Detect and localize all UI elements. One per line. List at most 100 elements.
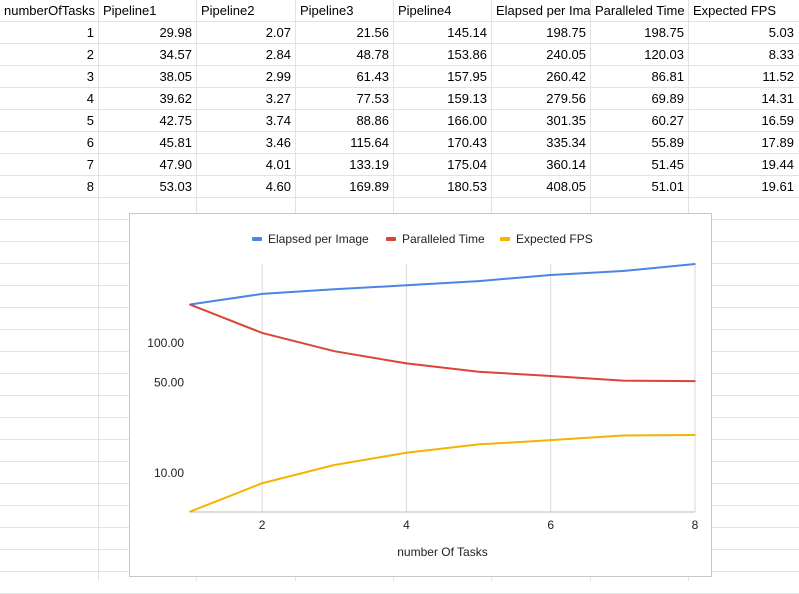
column-header[interactable]: Pipeline1 (103, 3, 157, 18)
legend-label: Paralleled Time (402, 232, 485, 246)
table-cell[interactable]: 260.42 (546, 69, 586, 84)
table-cell[interactable]: 51.01 (651, 179, 684, 194)
table-cell[interactable]: 1 (86, 25, 94, 40)
table-cell[interactable]: 77.53 (356, 91, 389, 106)
table-cell[interactable]: 21.56 (356, 25, 389, 40)
data-point (405, 451, 408, 454)
data-point (477, 280, 480, 282)
table-cell[interactable]: 4 (86, 91, 94, 106)
legend-label: Elapsed per Image (268, 232, 369, 246)
column-header[interactable]: Expected FPS (693, 3, 777, 18)
y-tick-label: 100.00 (147, 336, 184, 350)
table-cell[interactable]: 19.44 (761, 157, 794, 172)
table-cell[interactable]: 19.61 (761, 179, 794, 194)
table-cell[interactable]: 86.81 (651, 69, 684, 84)
table-cell[interactable]: 7 (86, 157, 94, 172)
table-cell[interactable]: 88.86 (356, 113, 389, 128)
table-cell[interactable]: 175.04 (447, 157, 487, 172)
table-cell[interactable]: 47.90 (159, 157, 192, 172)
table-cell[interactable]: 170.43 (447, 135, 487, 150)
grid-row-line (0, 65, 799, 66)
line-chart[interactable]: 10.00 50.00 100.00 2 4 6 8 number Of Tasks Elaps… (129, 213, 712, 577)
grid-row-line (0, 43, 799, 44)
table-cell[interactable]: 279.56 (546, 91, 586, 106)
table-cell[interactable]: 3.74 (265, 113, 291, 128)
table-cell[interactable]: 198.75 (644, 25, 684, 40)
table-cell[interactable]: 3.46 (265, 135, 291, 150)
table-cell[interactable]: 180.53 (447, 179, 487, 194)
table-cell[interactable]: 8 (86, 179, 94, 194)
table-cell[interactable]: 17.89 (761, 135, 794, 150)
table-cell[interactable]: 198.75 (546, 25, 586, 40)
data-point (622, 270, 624, 272)
data-point (622, 379, 624, 382)
data-point (622, 434, 624, 437)
table-cell[interactable]: 55.89 (651, 135, 684, 150)
table-cell[interactable]: 5 (86, 113, 94, 128)
table-cell[interactable]: 48.78 (356, 47, 389, 62)
table-cell[interactable]: 301.35 (546, 113, 586, 128)
table-cell[interactable]: 6 (86, 135, 94, 150)
table-cell[interactable]: 42.75 (159, 113, 192, 128)
table-cell[interactable]: 39.62 (159, 91, 192, 106)
table-cell[interactable]: 240.05 (546, 47, 586, 62)
data-point (333, 288, 336, 291)
table-cell[interactable]: 61.43 (356, 69, 389, 84)
data-point (477, 370, 480, 373)
table-cell[interactable]: 2.84 (265, 47, 291, 62)
table-cell[interactable]: 169.89 (349, 179, 389, 194)
table-cell[interactable]: 2 (86, 47, 94, 62)
table-cell[interactable]: 5.03 (768, 25, 794, 40)
data-point (694, 380, 696, 382)
column-header[interactable]: Pipeline2 (201, 3, 255, 18)
table-cell[interactable]: 133.19 (349, 157, 389, 172)
table-cell[interactable]: 2.99 (265, 69, 291, 84)
chart-canvas: 10.00 50.00 100.00 2 4 6 8 number Of Tasks Elaps… (147, 232, 698, 559)
table-cell[interactable]: 166.00 (447, 113, 487, 128)
legend-swatch (500, 237, 510, 241)
table-cell[interactable]: 335.34 (546, 135, 586, 150)
column-header[interactable]: Elapsed per Ima (496, 3, 591, 18)
y-tick-label: 10.00 (154, 466, 184, 480)
table-cell[interactable]: 145.14 (447, 25, 487, 40)
table-cell[interactable]: 16.59 (761, 113, 794, 128)
data-point (477, 443, 480, 446)
table-cell[interactable]: 2.07 (265, 25, 291, 40)
table-cell[interactable]: 157.95 (447, 69, 487, 84)
grid-row-line (0, 21, 799, 22)
column-header[interactable]: Pipeline4 (398, 3, 452, 18)
column-header[interactable]: numberOfTasks (4, 3, 96, 18)
table-cell[interactable]: 45.81 (159, 135, 192, 150)
table-cell[interactable]: 4.60 (265, 179, 291, 194)
data-point (405, 362, 408, 365)
table-cell[interactable]: 14.31 (761, 91, 794, 106)
table-cell[interactable]: 120.03 (644, 47, 684, 62)
legend-swatch (386, 237, 396, 241)
table-cell[interactable]: 360.14 (546, 157, 586, 172)
column-header[interactable]: Paralleled Time (595, 3, 685, 18)
data-point (189, 510, 191, 513)
x-tick-label: 2 (259, 518, 266, 532)
table-cell[interactable]: 51.45 (651, 157, 684, 172)
table-cell[interactable]: 34.57 (159, 47, 192, 62)
table-cell[interactable]: 29.98 (159, 25, 192, 40)
table-cell[interactable]: 115.64 (350, 135, 389, 150)
table-cell[interactable]: 153.86 (447, 47, 487, 62)
column-header[interactable]: Pipeline3 (300, 3, 354, 18)
table-cell[interactable]: 159.13 (447, 91, 487, 106)
table-cell[interactable]: 3 (86, 69, 94, 84)
table-cell[interactable]: 4.01 (265, 157, 291, 172)
table-cell[interactable]: 53.03 (159, 179, 192, 194)
x-tick-label: 6 (547, 518, 554, 532)
table-cell[interactable]: 69.89 (651, 91, 684, 106)
table-cell[interactable]: 3.27 (265, 91, 291, 106)
legend-swatch (252, 237, 262, 241)
table-cell[interactable]: 11.52 (762, 69, 794, 84)
legend-label: Expected FPS (516, 232, 593, 246)
data-point (189, 303, 191, 306)
table-cell[interactable]: 38.05 (159, 69, 192, 84)
table-cell[interactable]: 60.27 (651, 113, 684, 128)
table-cell[interactable]: 8.33 (768, 47, 794, 62)
y-tick-label: 50.00 (154, 375, 184, 389)
table-cell[interactable]: 408.05 (546, 179, 586, 194)
